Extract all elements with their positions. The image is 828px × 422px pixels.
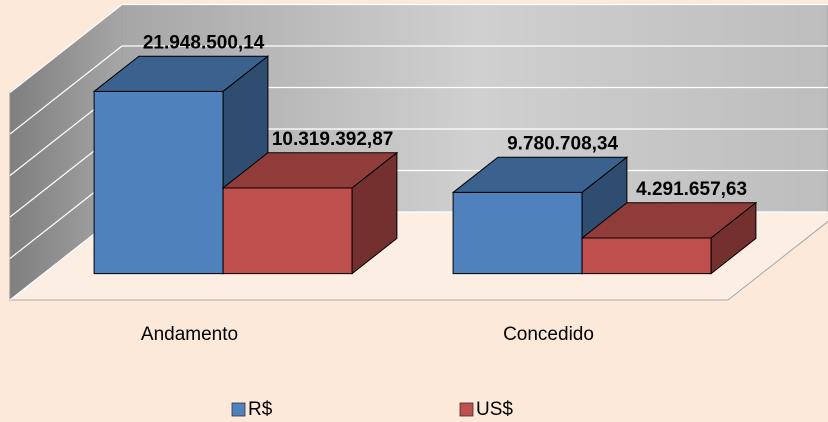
legend-label: US$ <box>476 399 513 420</box>
bar-front <box>93 90 224 275</box>
value-label: 9.780.708,34 <box>507 133 618 154</box>
bar-front <box>222 187 353 275</box>
bar-side <box>710 201 757 275</box>
value-label: 4.291.657,63 <box>636 179 747 200</box>
grid-line <box>9 45 123 135</box>
value-label: 21.948.500,14 <box>143 32 265 53</box>
bar-side <box>351 151 398 275</box>
value-label: 10.319.392,87 <box>272 129 394 150</box>
bar-front <box>581 237 712 275</box>
category-label: Andamento <box>141 324 238 345</box>
legend-swatch <box>231 402 246 417</box>
legend-swatch <box>459 402 474 417</box>
bar-front <box>452 191 583 275</box>
grid-line <box>9 4 123 93</box>
category-label: Concedido <box>503 324 594 345</box>
legend-label: R$ <box>248 399 273 420</box>
